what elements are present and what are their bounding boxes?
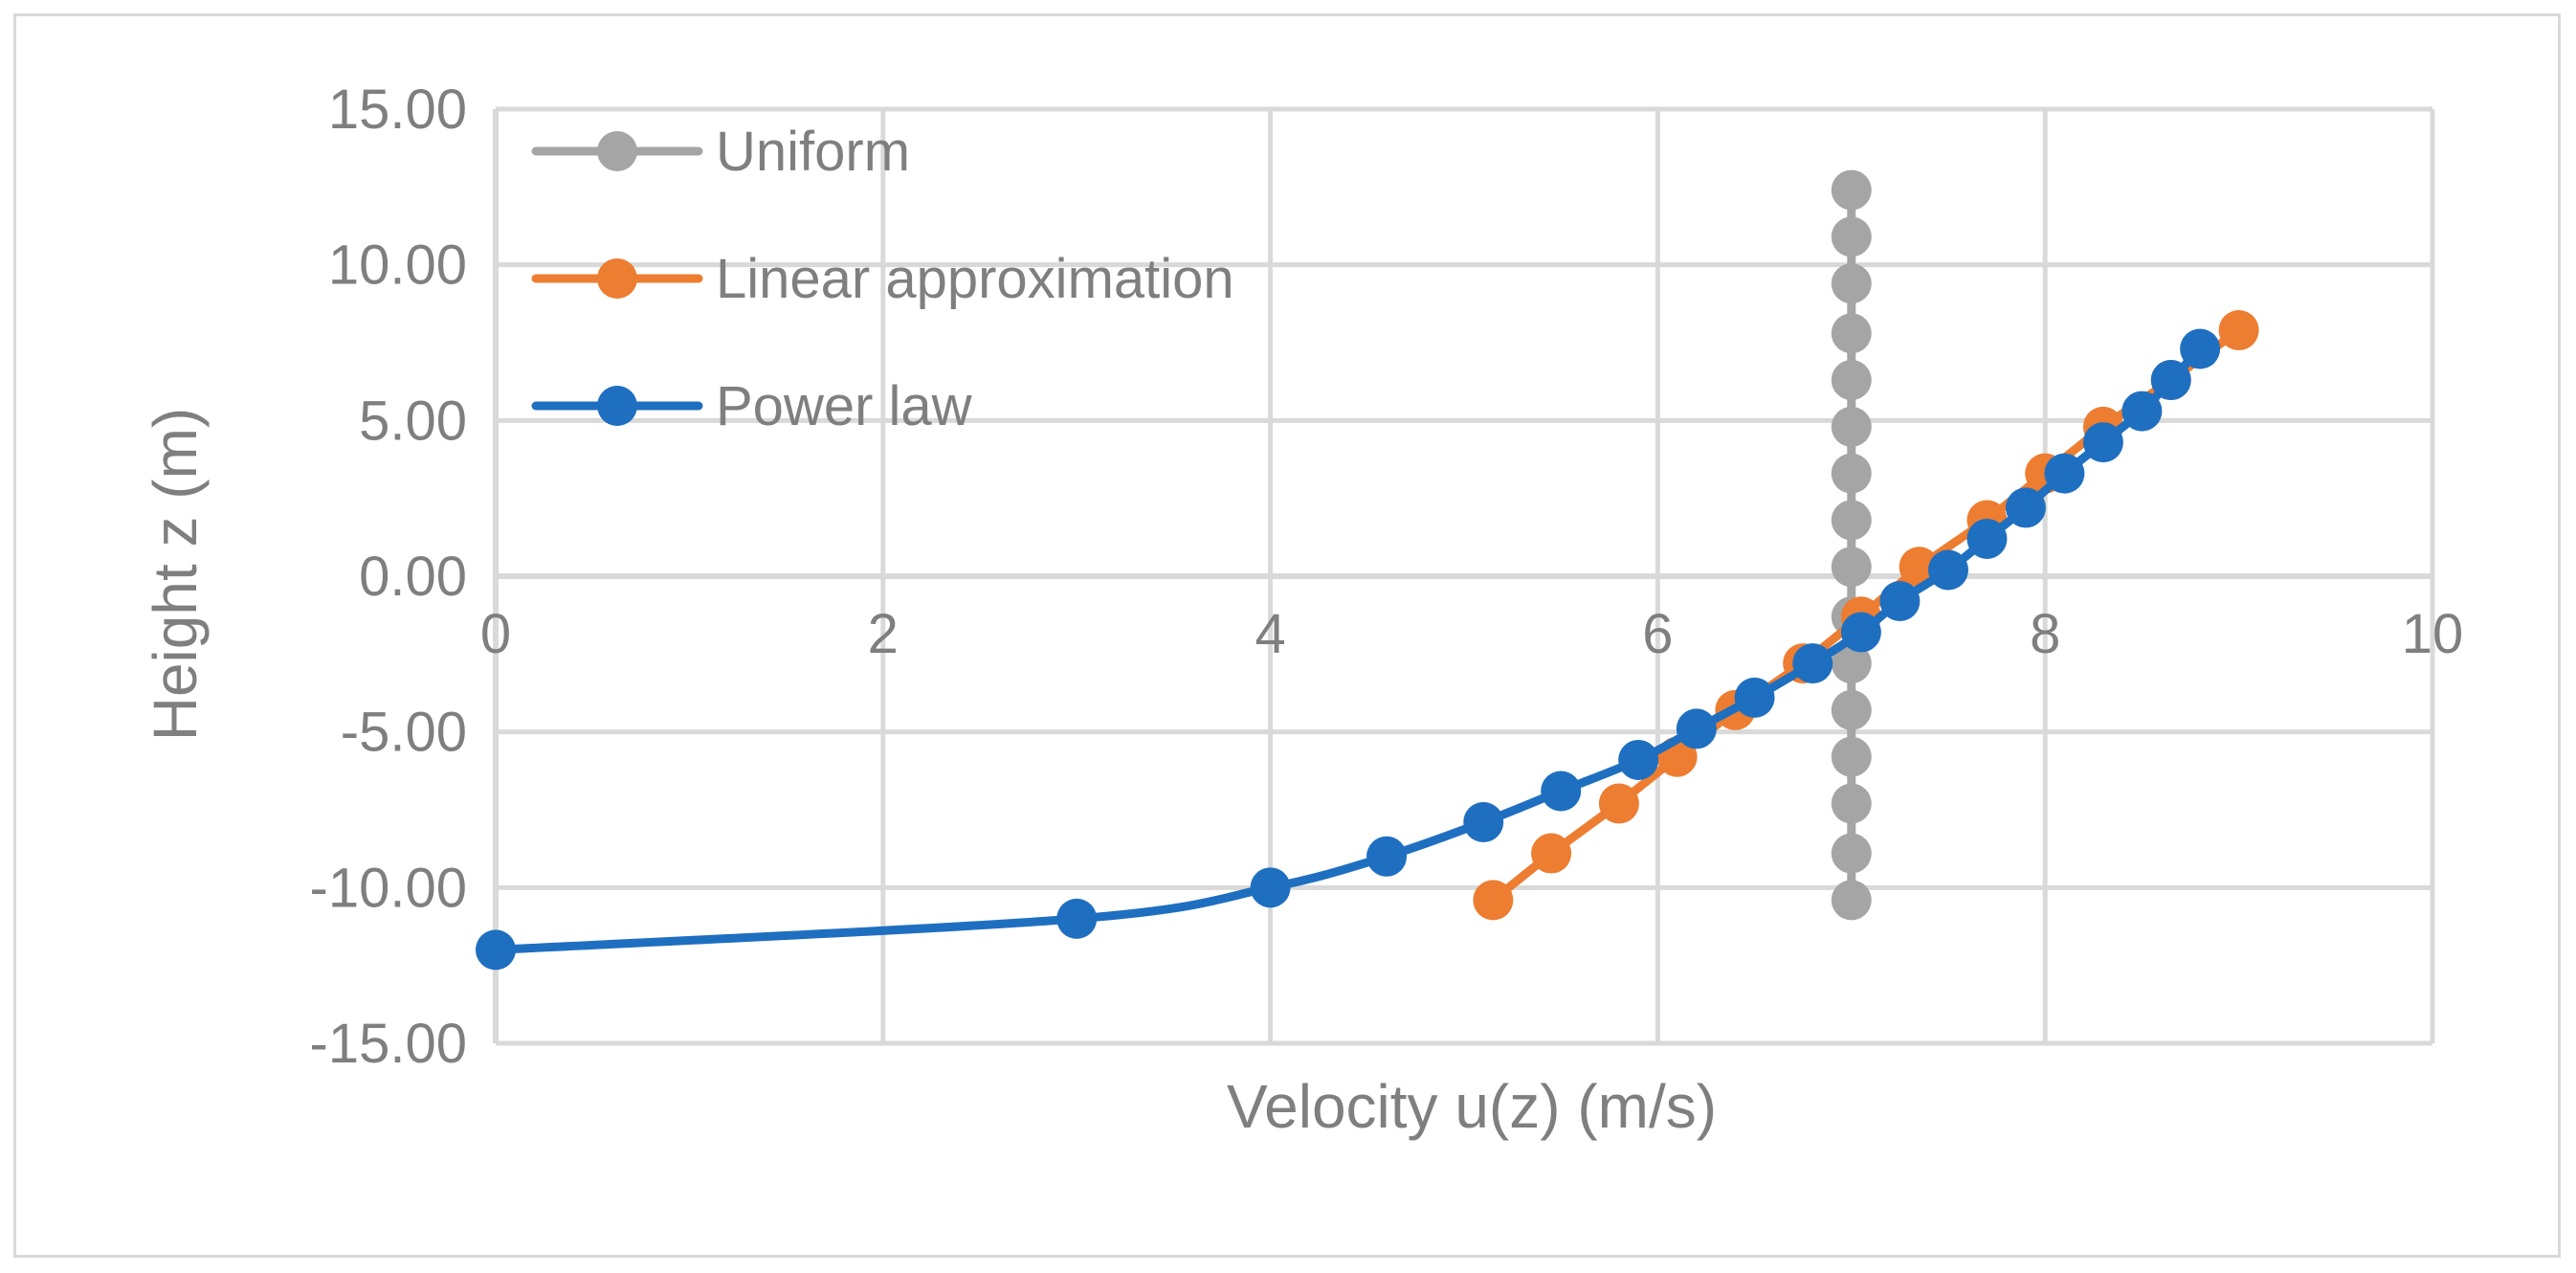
data-point-uniform-3 <box>1831 313 1872 354</box>
data-point-linear-approximation-2 <box>1598 783 1639 824</box>
data-point-linear-approximation-0 <box>1473 880 1514 921</box>
legend-label-linear-approximation: Linear approximation <box>716 248 1234 310</box>
data-point-power-law-17 <box>2121 391 2163 432</box>
y-tick-label-1: 10.00 <box>328 234 467 297</box>
data-point-uniform-6 <box>1831 453 1872 494</box>
data-point-uniform-10 <box>1831 643 1872 684</box>
data-point-uniform-13 <box>1831 783 1872 824</box>
data-point-power-law-13 <box>1966 518 2008 559</box>
data-point-uniform-7 <box>1831 500 1872 541</box>
data-point-power-law-3 <box>1366 836 1408 877</box>
y-tick-label-0: 15.00 <box>328 78 467 141</box>
data-point-power-law-8 <box>1734 677 1775 718</box>
data-point-power-law-12 <box>1928 549 1968 591</box>
data-point-power-law-2 <box>1250 867 1291 908</box>
data-point-power-law-4 <box>1463 802 1504 843</box>
x-tick-label-5: 10 <box>2402 603 2464 665</box>
data-point-linear-approximation-7 <box>1899 547 1940 588</box>
data-point-uniform-14 <box>1831 833 1872 874</box>
data-point-power-law-9 <box>1792 643 1833 684</box>
legend-item-power-law: Power law <box>531 375 973 437</box>
legend-label-uniform: Uniform <box>716 121 910 183</box>
data-point-uniform-8 <box>1831 547 1872 588</box>
data-point-linear-approximation-1 <box>1531 833 1572 874</box>
axes <box>493 109 2432 1043</box>
data-point-power-law-19 <box>2180 328 2221 369</box>
data-point-uniform-2 <box>1831 263 1872 304</box>
y-tick-label-2: 5.00 <box>359 390 467 452</box>
legend-label-power-law: Power law <box>716 375 973 437</box>
x-tick-label-3: 6 <box>1642 603 1673 665</box>
data-point-uniform-4 <box>1831 360 1872 401</box>
data-point-uniform-11 <box>1831 689 1872 730</box>
legend-marker-linear-approximation <box>597 258 637 299</box>
legend-item-uniform: Uniform <box>531 121 910 183</box>
x-tick-label-2: 4 <box>1255 603 1285 665</box>
data-point-uniform-12 <box>1831 736 1872 777</box>
y-axis-title: Height z (m) <box>141 408 210 742</box>
data-point-power-law-11 <box>1879 581 1921 622</box>
y-tick-label-6: -15.00 <box>310 1013 467 1075</box>
legend: Uniform Linear approximation Power law <box>531 121 1234 437</box>
data-point-power-law-0 <box>476 929 516 971</box>
data-point-uniform-5 <box>1831 406 1872 447</box>
series-uniform <box>1831 169 1872 921</box>
y-tick-label-5: -10.00 <box>310 857 467 919</box>
chart-frame <box>13 13 2561 1258</box>
data-point-power-law-14 <box>2005 487 2046 528</box>
data-point-power-law-5 <box>1541 770 1582 812</box>
data-point-uniform-15 <box>1831 880 1872 921</box>
x-tick-label-1: 2 <box>868 603 899 665</box>
data-point-power-law-18 <box>2150 360 2191 401</box>
series-line-power-law <box>491 345 2205 954</box>
data-point-power-law-16 <box>2082 422 2123 463</box>
data-point-power-law-7 <box>1676 708 1717 749</box>
x-axis-title: Velocity u(z) (m/s) <box>1227 1072 1717 1141</box>
series <box>476 169 2259 971</box>
data-point-power-law-6 <box>1618 739 1659 780</box>
data-point-power-law-10 <box>1840 612 1881 653</box>
series-power-law <box>476 328 2221 971</box>
legend-item-linear-approximation: Linear approximation <box>531 248 1234 310</box>
data-point-uniform-1 <box>1831 216 1872 257</box>
data-point-power-law-1 <box>1056 898 1098 939</box>
data-point-power-law-15 <box>2044 453 2085 494</box>
y-tick-label-4: -5.00 <box>341 702 467 764</box>
legend-marker-uniform <box>597 131 637 171</box>
data-point-linear-approximation-12 <box>2218 309 2259 350</box>
tick-labels: 0 2 4 6 8 10 15.00 10.00 5.00 0.00 -5.00 -10.00 -15.… <box>310 78 2464 1075</box>
legend-marker-power-law <box>597 386 637 426</box>
y-tick-label-3: 0.00 <box>359 546 467 608</box>
data-point-uniform-0 <box>1831 169 1872 211</box>
x-tick-label-0: 0 <box>480 603 511 665</box>
x-tick-label-4: 8 <box>2030 603 2060 665</box>
